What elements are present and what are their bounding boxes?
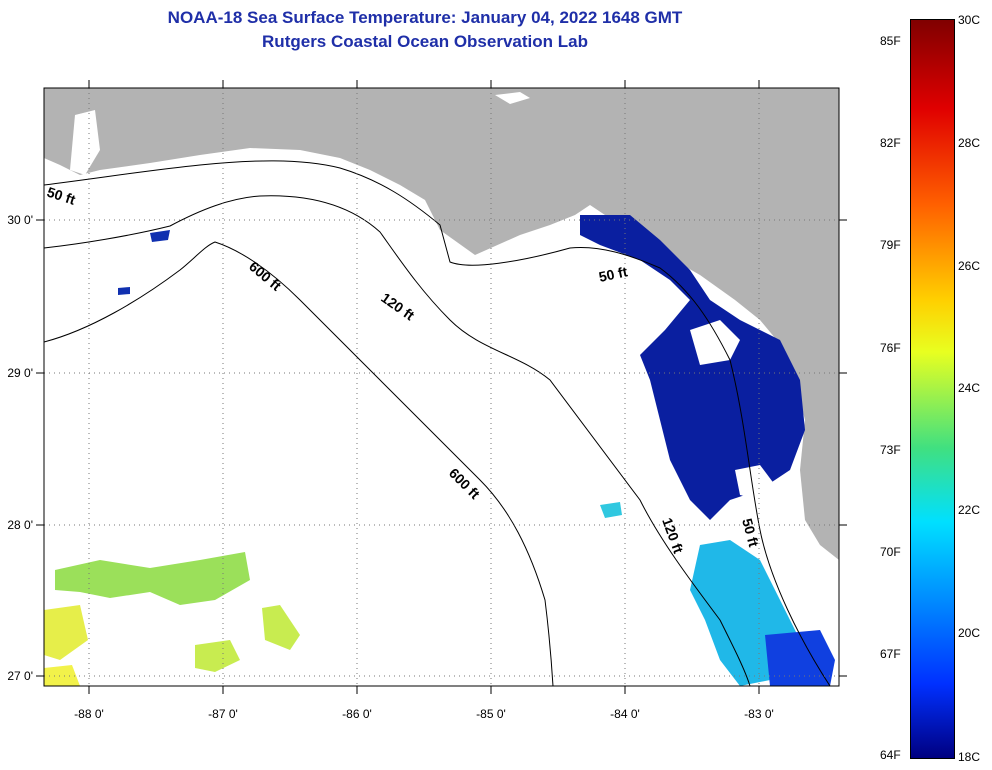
contour-120ft [44, 195, 751, 686]
lat-tick-label: 30 0' [7, 213, 33, 227]
colorbar-f-label: 73F [880, 443, 901, 457]
lon-tick-label: -87 0' [208, 707, 238, 721]
colorbar-f-label: 76F [880, 341, 901, 355]
lon-tick-label: -85 0' [476, 707, 506, 721]
sst-cold-patch [580, 215, 805, 520]
colorbar-c-label: 26C [958, 259, 981, 273]
land-mass [44, 88, 839, 560]
contour-600ft [44, 241, 554, 686]
colorbar-c-label: 20C [958, 626, 981, 640]
lon-tick-label: -84 0' [610, 707, 640, 721]
colorbar [910, 19, 955, 759]
map-subtitle: Rutgers Coastal Ocean Observation Lab [262, 32, 588, 51]
colorbar-f-label: 67F [880, 647, 901, 661]
colorbar-c-label: 30C [958, 13, 981, 27]
colorbar-f-label: 82F [880, 136, 901, 150]
lon-tick-label: -86 0' [342, 707, 372, 721]
lat-tick-label: 28 0' [7, 518, 33, 532]
contour-label-50ft: 50 ft [739, 517, 762, 549]
colorbar-c-label: 22C [958, 503, 981, 517]
map-title: NOAA-18 Sea Surface Temperature: January… [167, 8, 683, 27]
lat-tick-label: 29 0' [7, 366, 33, 380]
contour-label-50ft: 50 ft [597, 263, 629, 285]
lat-tick-label: 27 0' [7, 669, 33, 683]
colorbar-c-label: 24C [958, 381, 981, 395]
colorbar-f-label: 64F [880, 748, 901, 762]
sst-warm-patch [55, 552, 250, 605]
colorbar-f-label: 79F [880, 238, 901, 252]
lon-tick-label: -88 0' [74, 707, 104, 721]
colorbar-c-label: 28C [958, 136, 981, 150]
colorbar-f-label: 70F [880, 545, 901, 559]
colorbar-c-label: 18C [958, 750, 981, 764]
map-frame [43, 87, 840, 687]
contour-50ft [44, 160, 831, 686]
lon-tick-label: -83 0' [744, 707, 774, 721]
colorbar-f-label: 85F [880, 34, 901, 48]
